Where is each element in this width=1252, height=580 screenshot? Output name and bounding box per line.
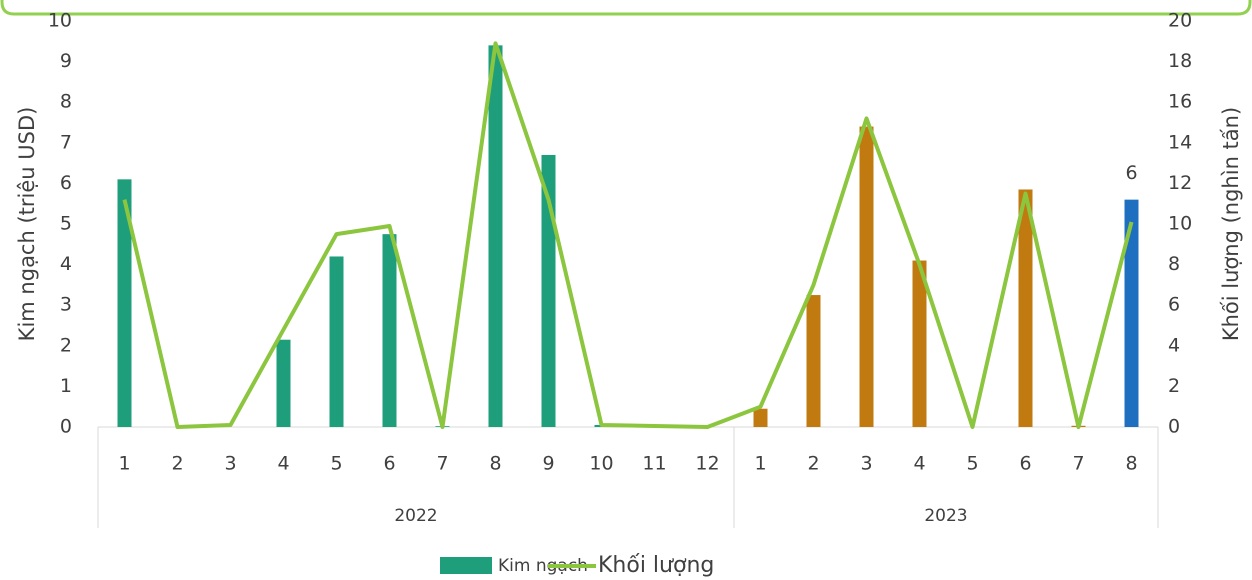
x-tick-label: 8 [489, 453, 501, 475]
x-tick-label: 2 [171, 453, 183, 475]
x-tick-label: 10 [589, 453, 613, 475]
y2-tick-label: 12 [1168, 172, 1192, 194]
x-tick-label: 6 [1019, 453, 1031, 475]
group-label: 2023 [924, 506, 967, 526]
x-tick-label: 7 [436, 453, 448, 475]
y-tick-label: 1 [60, 375, 72, 397]
x-tick-label: 3 [860, 453, 872, 475]
y-axis-title: Kim ngạch (triệu USD) [15, 107, 39, 342]
bar [912, 260, 927, 427]
y2-tick-label: 8 [1168, 253, 1180, 275]
bar [382, 234, 397, 427]
legend-label: Kim ngạch [498, 556, 588, 576]
x-tick-label: 4 [913, 453, 925, 475]
y2-tick-label: 4 [1168, 334, 1180, 356]
x-tick-label: 11 [642, 453, 666, 475]
x-tick-label: 12 [695, 453, 719, 475]
bar [1018, 189, 1033, 427]
x-tick-label: 6 [383, 453, 395, 475]
y-tick-label: 6 [60, 172, 72, 194]
x-tick-label: 3 [224, 453, 236, 475]
y-tick-label: 9 [60, 50, 72, 72]
x-tick-label: 4 [277, 453, 289, 475]
bar [859, 126, 874, 427]
y-tick-label: 2 [60, 334, 72, 356]
x-tick-label: 1 [754, 453, 766, 475]
bar [806, 295, 821, 427]
bar [329, 256, 344, 427]
x-tick-label: 8 [1125, 453, 1137, 475]
y2-tick-label: 2 [1168, 375, 1180, 397]
x-tick-label: 9 [542, 453, 554, 475]
x-tick-label: 1 [118, 453, 130, 475]
bar [488, 45, 503, 428]
y2-tick-label: 10 [1168, 213, 1192, 235]
y2-tick-label: 0 [1168, 416, 1180, 438]
y-tick-label: 7 [60, 131, 72, 153]
y-tick-label: 5 [60, 213, 72, 235]
y2-tick-label: 6 [1168, 294, 1180, 316]
y-tick-label: 3 [60, 294, 72, 316]
x-tick-label: 5 [966, 453, 978, 475]
x-tick-label: 7 [1072, 453, 1084, 475]
line [122, 41, 1134, 429]
x-tick-label: 5 [330, 453, 342, 475]
legend-label: Khối lượng [598, 553, 714, 578]
y2-tick-label: 14 [1168, 131, 1192, 153]
y-tick-label: 8 [60, 91, 72, 113]
x-tick-label: 2 [807, 453, 819, 475]
y2-tick-label: 16 [1168, 91, 1192, 113]
bar [117, 179, 132, 427]
y-tick-label: 10 [48, 10, 72, 32]
y2-tick-label: 18 [1168, 50, 1192, 72]
legend-swatch [440, 557, 492, 574]
data-label: 6 [1125, 162, 1137, 184]
y-tick-label: 0 [60, 416, 72, 438]
y2-axis-title: Khối lượng (nghìn tấn) [1219, 107, 1243, 341]
y-tick-label: 4 [60, 253, 72, 275]
frame [0, 0, 1252, 16]
y2-tick-label: 20 [1168, 10, 1192, 32]
bar [276, 339, 291, 427]
bar [753, 408, 768, 427]
group-label: 2022 [394, 506, 437, 526]
bar [1124, 199, 1139, 427]
